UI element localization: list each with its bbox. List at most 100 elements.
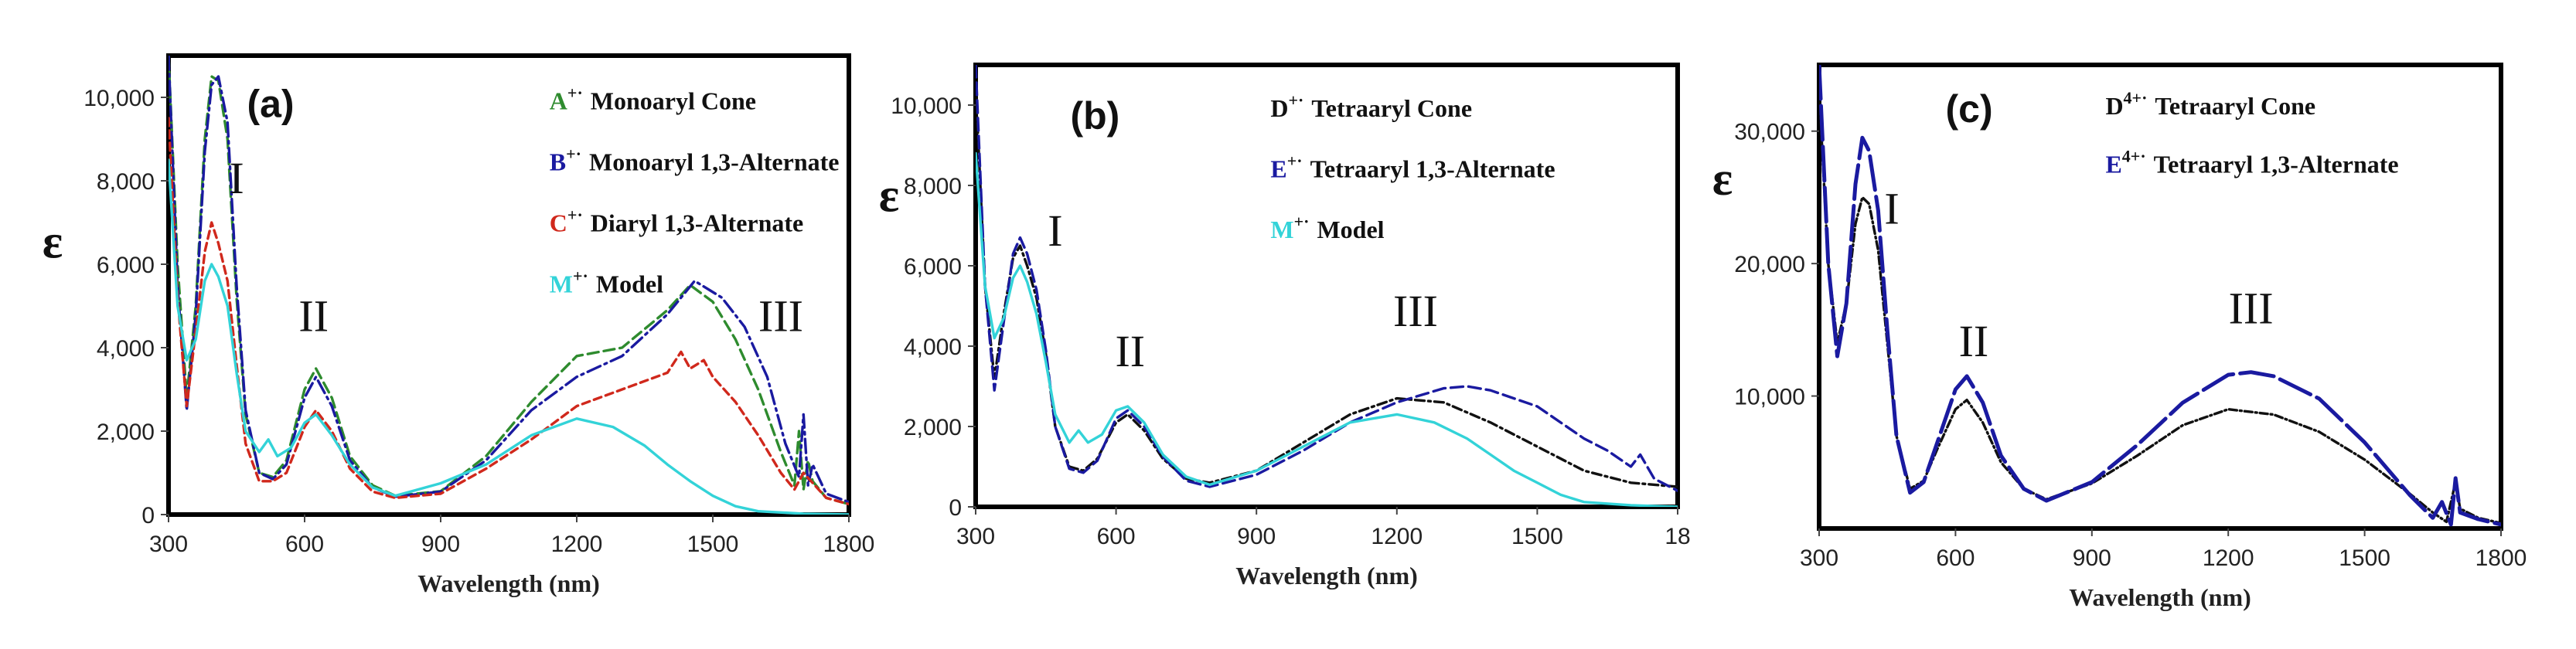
legend-letter: E bbox=[1270, 155, 1286, 183]
x-tick-label: 1800 bbox=[823, 532, 875, 557]
y-tick-label: 2,000 bbox=[97, 420, 155, 445]
panel-a: 300 600 900 1200 1500 1800 0 2,000 4,000 6,000 8,0… bbox=[43, 53, 875, 597]
legend-entry-0: A+· Monoaryl Cone bbox=[550, 83, 756, 114]
legend-letter: A bbox=[550, 87, 567, 114]
band-annotation-0: I bbox=[229, 153, 244, 203]
legend-entry-0: D+· Tetraaryl Cone bbox=[1270, 90, 1472, 122]
panel-c: 300 600 900 1200 1500 1800 10,000 20,000 30,000 W… bbox=[1712, 63, 2527, 611]
series-line-1 bbox=[1819, 65, 2501, 527]
y-axis-label: ε bbox=[879, 170, 900, 223]
legend-name: Model bbox=[596, 270, 663, 297]
legend-letter: C bbox=[550, 209, 567, 236]
x-tick-label: 900 bbox=[2073, 545, 2111, 571]
x-tick-label: 300 bbox=[149, 532, 188, 557]
x-tick-label: 600 bbox=[285, 532, 324, 557]
series-group bbox=[1819, 65, 2501, 527]
y-tick-label: 8,000 bbox=[904, 174, 962, 199]
legend-entry-0: D4+· Tetraaryl Cone bbox=[2105, 88, 2315, 120]
y-tick-label: 20,000 bbox=[1734, 252, 1805, 277]
series-group bbox=[169, 56, 849, 515]
legend-superscript: +· bbox=[567, 83, 583, 102]
legend-superscript: 4+· bbox=[2124, 88, 2148, 107]
band-annotation-2: III bbox=[2229, 283, 2274, 333]
band-annotation-1: II bbox=[298, 291, 329, 341]
legend-letter: E bbox=[2105, 151, 2121, 178]
panel-label: (a) bbox=[247, 82, 294, 125]
legend-name: Tetraaryl 1,3-Alternate bbox=[2154, 151, 2399, 178]
series-group bbox=[976, 65, 1678, 507]
plot-frame bbox=[166, 53, 851, 517]
legend-superscript: 4+· bbox=[2122, 147, 2146, 166]
legend-superscript: +· bbox=[1287, 151, 1303, 171]
x-tick-label: 18 bbox=[1665, 524, 1690, 549]
legend-superscript: +· bbox=[567, 205, 583, 224]
x-tick-label: 1500 bbox=[687, 532, 739, 557]
legend-entry-2: M+· Model bbox=[1270, 212, 1384, 243]
y-tick-label: 10,000 bbox=[83, 86, 155, 111]
x-tick-label: 1200 bbox=[2203, 545, 2254, 571]
plot-frame bbox=[1817, 63, 2503, 531]
legend-letter: M bbox=[550, 270, 573, 297]
legend-entry-1: E4+· Tetraaryl 1,3-Alternate bbox=[2105, 147, 2398, 178]
panel-b: 300 600 900 1200 1500 18 0 2,000 4,000 6,000 8,000… bbox=[879, 63, 1691, 590]
x-tick-label: 900 bbox=[1237, 524, 1276, 549]
legend-superscript: +· bbox=[573, 266, 588, 285]
x-axis-label: Wavelength (nm) bbox=[2069, 583, 2251, 611]
legend-name: Tetraaryl 1,3-Alternate bbox=[1310, 155, 1555, 183]
legend-letter: D bbox=[2105, 92, 2123, 120]
legend-name: Model bbox=[1317, 216, 1384, 243]
x-axis-label: Wavelength (nm) bbox=[1235, 562, 1418, 590]
x-tick-label: 1200 bbox=[1371, 524, 1423, 549]
y-tick-label: 10,000 bbox=[891, 93, 962, 119]
series-line-2 bbox=[169, 117, 849, 506]
series-line-1 bbox=[976, 65, 1678, 492]
x-tick-label: 1800 bbox=[2475, 545, 2527, 571]
band-annotation-1: II bbox=[1115, 326, 1145, 376]
legend-name: Tetraaryl Cone bbox=[2155, 92, 2315, 120]
legend-entry-1: E+· Tetraaryl 1,3-Alternate bbox=[1270, 151, 1555, 183]
x-tick-label: 1500 bbox=[2339, 545, 2390, 571]
legend-name: Monoaryl Cone bbox=[591, 87, 756, 114]
x-tick-label: 1200 bbox=[551, 532, 603, 557]
y-tick-label: 4,000 bbox=[904, 335, 962, 360]
y-tick-label: 4,000 bbox=[97, 336, 155, 362]
series-line-0 bbox=[1819, 90, 2501, 525]
legend-letter: B bbox=[550, 148, 566, 175]
series-line-0 bbox=[976, 83, 1678, 488]
x-tick-label: 600 bbox=[1936, 545, 1975, 571]
x-tick-label: 900 bbox=[421, 532, 460, 557]
band-annotation-2: III bbox=[758, 291, 803, 341]
y-axis-label: ε bbox=[1712, 153, 1733, 206]
panel-label: (c) bbox=[1945, 87, 1992, 131]
y-tick-label: 30,000 bbox=[1734, 120, 1805, 145]
y-tick-label: 10,000 bbox=[1734, 385, 1805, 410]
band-annotation-2: III bbox=[1393, 286, 1438, 336]
y-axis-label: ε bbox=[43, 216, 63, 269]
legend-entry-2: C+· Diaryl 1,3-Alternate bbox=[550, 205, 803, 236]
x-tick-label: 600 bbox=[1097, 524, 1136, 549]
x-axis-label: Wavelength (nm) bbox=[417, 569, 600, 597]
y-tick-label: 0 bbox=[141, 503, 155, 528]
panel-label: (b) bbox=[1070, 94, 1119, 138]
series-line-2 bbox=[976, 151, 1678, 507]
band-annotation-1: II bbox=[1959, 316, 1989, 366]
x-tick-label: 300 bbox=[956, 524, 995, 549]
legend-name: Tetraaryl Cone bbox=[1311, 94, 1472, 122]
series-line-3 bbox=[169, 158, 849, 515]
legend-entry-1: B+· Monoaryl 1,3-Alternate bbox=[550, 144, 840, 175]
plot-frame bbox=[973, 63, 1680, 509]
y-tick-label: 0 bbox=[949, 495, 962, 521]
y-tick-label: 6,000 bbox=[97, 253, 155, 278]
legend-superscript: +· bbox=[1288, 90, 1303, 110]
legend-entry-3: M+· Model bbox=[550, 266, 663, 297]
legend-letter: D bbox=[1270, 94, 1288, 122]
y-tick-label: 8,000 bbox=[97, 169, 155, 195]
y-tick-label: 2,000 bbox=[904, 415, 962, 440]
y-tick-label: 6,000 bbox=[904, 254, 962, 280]
legend-superscript: +· bbox=[566, 144, 581, 163]
band-annotation-0: I bbox=[1884, 184, 1899, 234]
legend-name: Monoaryl 1,3-Alternate bbox=[589, 148, 839, 175]
x-tick-label: 300 bbox=[1800, 545, 1838, 571]
